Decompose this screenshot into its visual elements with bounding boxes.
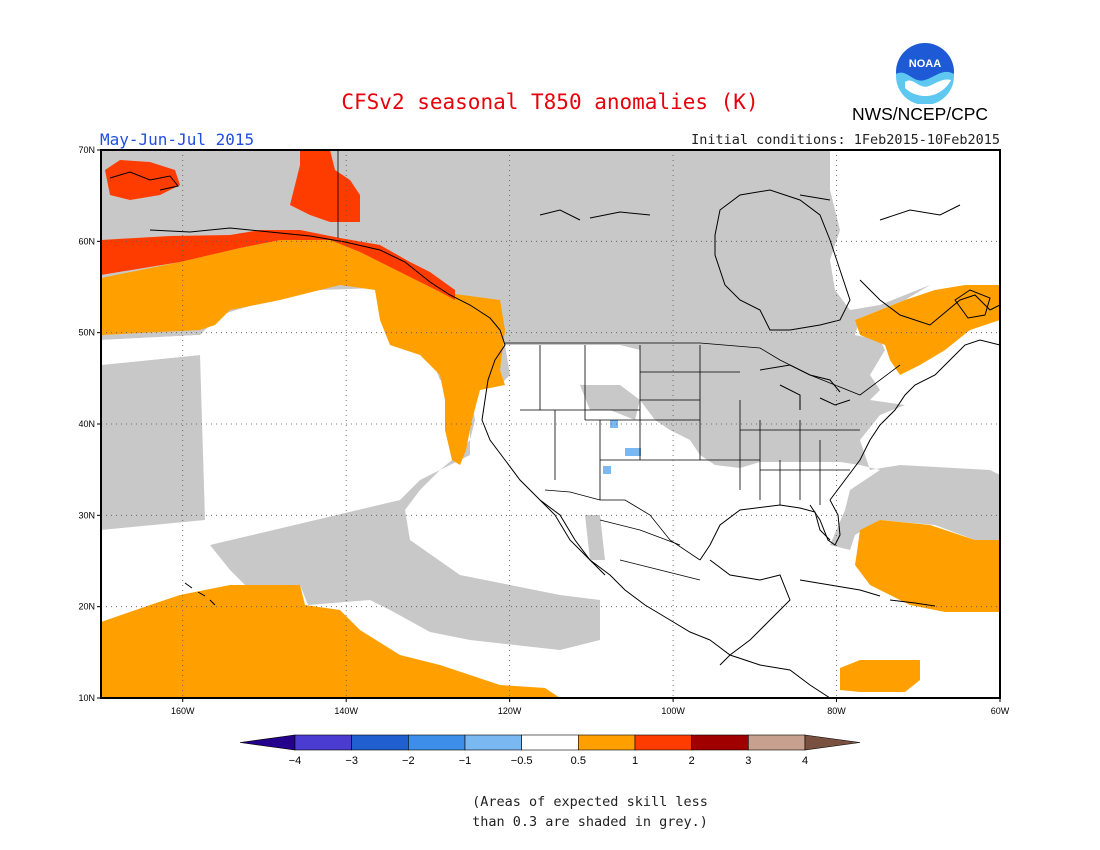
coastlines — [109, 171, 1000, 698]
organization-label: NWS/NCEP/CPC — [851, 104, 989, 124]
lat-label-30n: 30N — [78, 510, 95, 520]
central-america — [709, 639, 831, 698]
us-mexico-border — [544, 489, 701, 561]
grey-skill-mask-rockies — [580, 385, 640, 420]
yucatan — [709, 559, 791, 666]
lightblue-patch-newmexico — [625, 448, 641, 456]
colorbar-box — [634, 734, 692, 751]
orange-caribbean — [840, 660, 920, 692]
footnote-line-2: than 0.3 are shaded in grey.) — [472, 814, 708, 830]
hispaniola — [889, 599, 936, 607]
forecast-period: May-Jun-Jul 2015 — [100, 130, 255, 149]
lon-label-60w: 60W — [991, 706, 1010, 716]
latitude-labels: 70N 60N 50N 40N 30N 20N 10N — [78, 145, 95, 703]
footnote-line-1: (Areas of expected skill less — [472, 794, 708, 810]
lat-label-50n: 50N — [78, 328, 95, 338]
colorbar-box — [464, 734, 522, 751]
lightblue-patch-arizona — [603, 466, 611, 474]
colorbar-labels: −4 −3 −2 −1 −0.5 0.5 1 2 3 4 — [289, 755, 808, 767]
colorbar — [239, 734, 861, 751]
hawaii — [184, 582, 216, 606]
no-skill-white-east — [830, 180, 1000, 310]
us-canada-border — [505, 342, 901, 396]
lon-label-140w: 140W — [334, 706, 358, 716]
state-lines — [520, 345, 860, 505]
colorbar-label: 2 — [689, 755, 695, 767]
colorbar-box — [691, 734, 749, 751]
lat-label-20n: 20N — [78, 602, 95, 612]
east-coast — [829, 339, 1000, 501]
initial-conditions: Initial conditions: 1Feb2015-10Feb2015 — [691, 132, 1000, 148]
lightblue-patch-colorado — [610, 420, 618, 428]
orange-north-pacific-alaska — [101, 240, 505, 465]
orange-western-atlantic — [855, 520, 1000, 612]
mexico-states — [599, 519, 701, 581]
colorbar-label: −1 — [459, 755, 472, 767]
lon-label-80w: 80W — [827, 706, 846, 716]
orange-subtropical-pacific — [101, 585, 560, 698]
lat-label-10n: 10N — [78, 693, 95, 703]
hudson-bay — [714, 189, 851, 331]
grey-skill-mask-west — [101, 355, 205, 530]
baja-peninsula — [539, 499, 606, 576]
colorbar-label: −2 — [402, 755, 415, 767]
colorbar-box — [521, 734, 579, 751]
colorbar-label: −3 — [345, 755, 358, 767]
colorbar-box — [408, 734, 466, 751]
florida — [809, 499, 841, 546]
figure-title: CFSv2 seasonal T850 anomalies (K) — [341, 90, 759, 114]
arctic-islands — [539, 194, 961, 221]
colorbar-label: 4 — [802, 755, 808, 767]
colorbar-box — [294, 734, 352, 751]
newfoundland — [954, 289, 991, 319]
orange-northeast-canada — [855, 285, 1000, 375]
bering-coast — [109, 171, 179, 191]
colorbar-box — [748, 734, 806, 751]
lat-label-60n: 60N — [78, 236, 95, 246]
map-ticks — [97, 149, 1001, 702]
lat-label-40n: 40N — [78, 419, 95, 429]
colorbar-box — [578, 734, 636, 751]
grey-skill-mask-gulf — [585, 515, 605, 560]
lon-label-100w: 100W — [661, 706, 685, 716]
anomaly-shading — [101, 150, 1000, 698]
colorbar-label: 0.5 — [571, 755, 586, 767]
colorbar-label: −0.5 — [511, 755, 533, 767]
lat-label-70n: 70N — [78, 145, 95, 155]
longitude-labels: 160W 140W 120W 100W 80W 60W — [171, 706, 1010, 716]
colorbar-label: −4 — [289, 755, 302, 767]
red-alaska-arc — [101, 230, 455, 300]
noaa-logo-icon: NOAA — [893, 40, 957, 105]
skill-footnote: (Areas of expected skill less than 0.3 a… — [440, 792, 740, 832]
colorbar-triangle-high — [804, 734, 861, 751]
lon-label-160w: 160W — [171, 706, 195, 716]
alaska-coast — [149, 227, 501, 331]
colorbar-label: 1 — [632, 755, 638, 767]
no-skill-white-pacific — [101, 335, 200, 365]
cuba — [799, 579, 881, 597]
borders — [337, 150, 901, 581]
red-arctic-canada — [290, 150, 360, 222]
colorbar-box — [351, 734, 409, 751]
colorbar-triangle-low — [239, 734, 296, 751]
lon-label-120w: 120W — [498, 706, 522, 716]
colorbar-label: 3 — [745, 755, 751, 767]
logo-lettering: NOAA — [909, 58, 941, 70]
